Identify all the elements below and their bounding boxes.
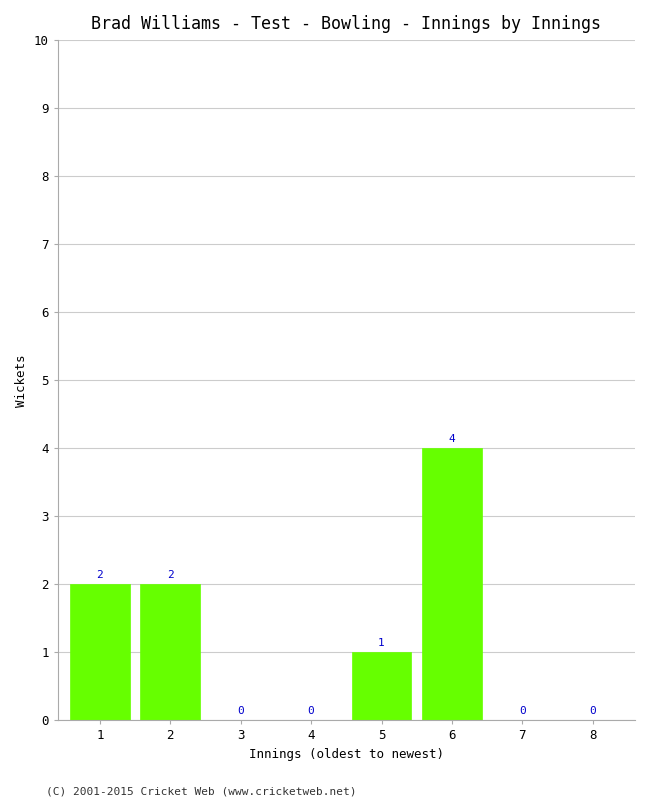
Bar [70, 584, 130, 721]
Text: (C) 2001-2015 Cricket Web (www.cricketweb.net): (C) 2001-2015 Cricket Web (www.cricketwe… [46, 786, 356, 796]
Text: 2: 2 [96, 570, 103, 580]
Text: 2: 2 [167, 570, 174, 580]
X-axis label: Innings (oldest to newest): Innings (oldest to newest) [249, 748, 444, 761]
Text: 0: 0 [307, 706, 315, 716]
Bar [140, 584, 200, 721]
Title: Brad Williams - Test - Bowling - Innings by Innings: Brad Williams - Test - Bowling - Innings… [91, 15, 601, 33]
Text: 4: 4 [448, 434, 455, 444]
Y-axis label: Wickets: Wickets [15, 354, 28, 406]
Bar [352, 652, 411, 721]
Bar [422, 448, 482, 721]
Text: 0: 0 [519, 706, 526, 716]
Text: 0: 0 [237, 706, 244, 716]
Text: 1: 1 [378, 638, 385, 648]
Text: 0: 0 [590, 706, 596, 716]
